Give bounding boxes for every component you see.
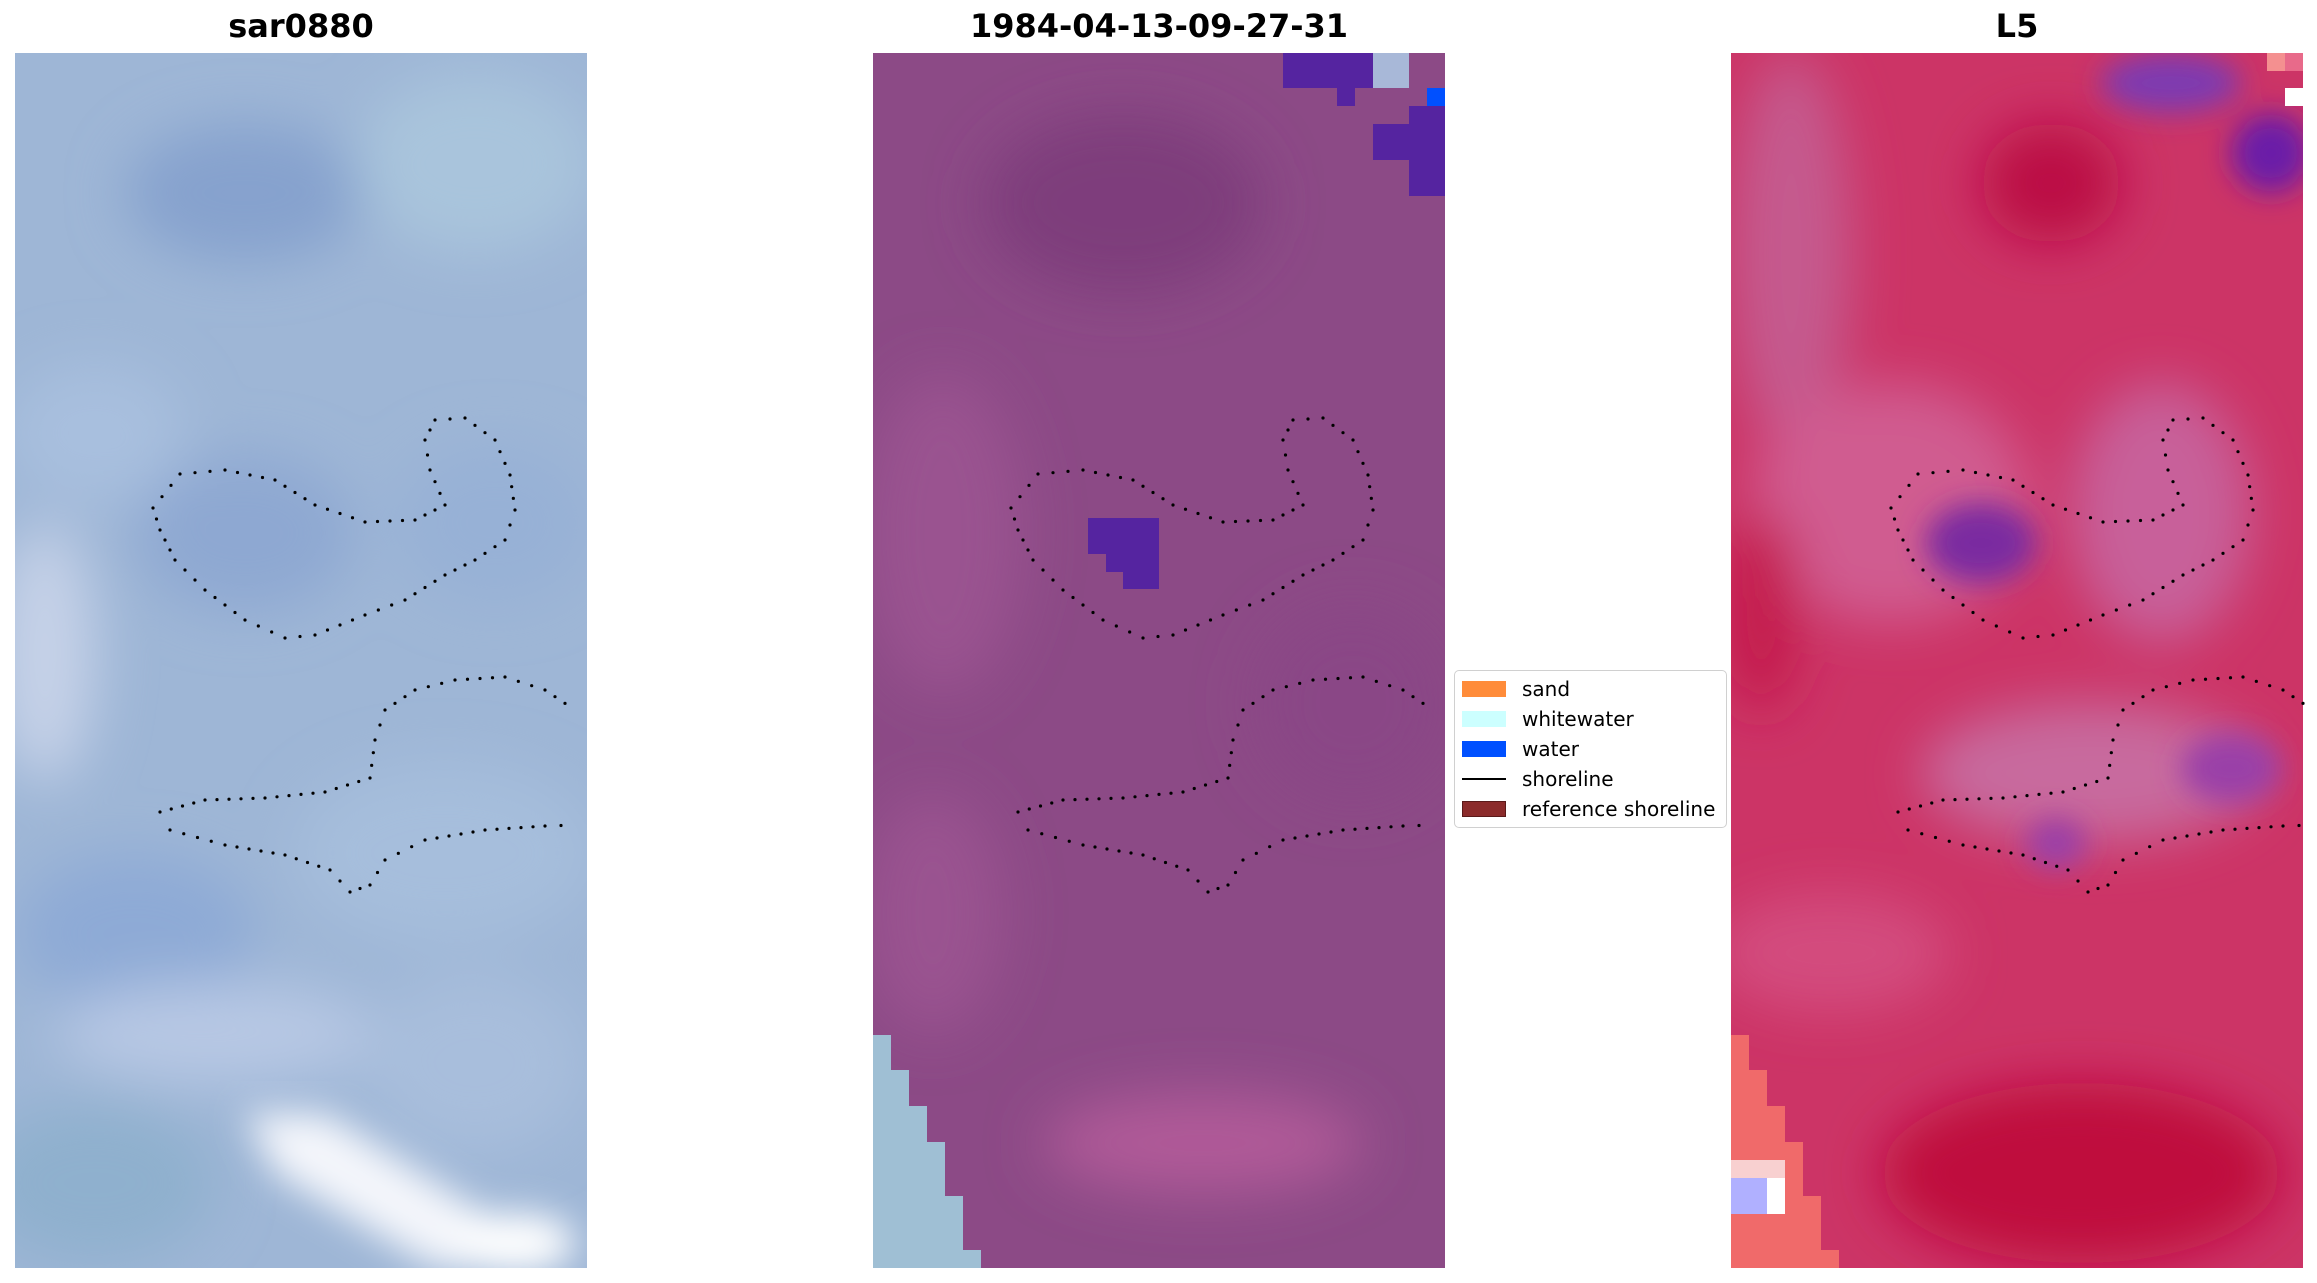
classified-image xyxy=(873,53,1445,1268)
panel-title-classified: 1984-04-13-09-27-31 xyxy=(969,7,1349,45)
legend-item-whitewater: whitewater xyxy=(1455,703,1726,733)
legend-label-reference-shoreline: reference shoreline xyxy=(1522,797,1716,821)
classified-image-panel xyxy=(873,53,1445,1268)
water-swatch xyxy=(1462,741,1506,757)
whitewater-swatch xyxy=(1462,711,1506,727)
rgb-image-panel xyxy=(15,53,587,1268)
legend-item-water: water xyxy=(1455,733,1726,763)
legend: sand whitewater water shoreline referenc… xyxy=(1454,670,1727,828)
legend-item-reference-shoreline: reference shoreline xyxy=(1455,793,1726,823)
sand-swatch xyxy=(1462,681,1506,697)
index-image-panel xyxy=(1731,53,2303,1268)
legend-label-shoreline: shoreline xyxy=(1522,767,1614,791)
legend-item-shoreline: shoreline xyxy=(1455,763,1726,793)
panel-title-rgb: sar0880 xyxy=(228,7,374,45)
legend-item-sand: sand xyxy=(1455,673,1726,703)
shoreline-line xyxy=(1462,778,1506,780)
legend-label-whitewater: whitewater xyxy=(1522,707,1634,731)
legend-label-sand: sand xyxy=(1522,677,1571,701)
index-image xyxy=(1731,53,2303,1268)
rgb-image xyxy=(15,53,587,1268)
reference-shoreline-swatch xyxy=(1462,801,1506,817)
legend-label-water: water xyxy=(1522,737,1579,761)
panel-title-index: L5 xyxy=(1995,7,2039,45)
